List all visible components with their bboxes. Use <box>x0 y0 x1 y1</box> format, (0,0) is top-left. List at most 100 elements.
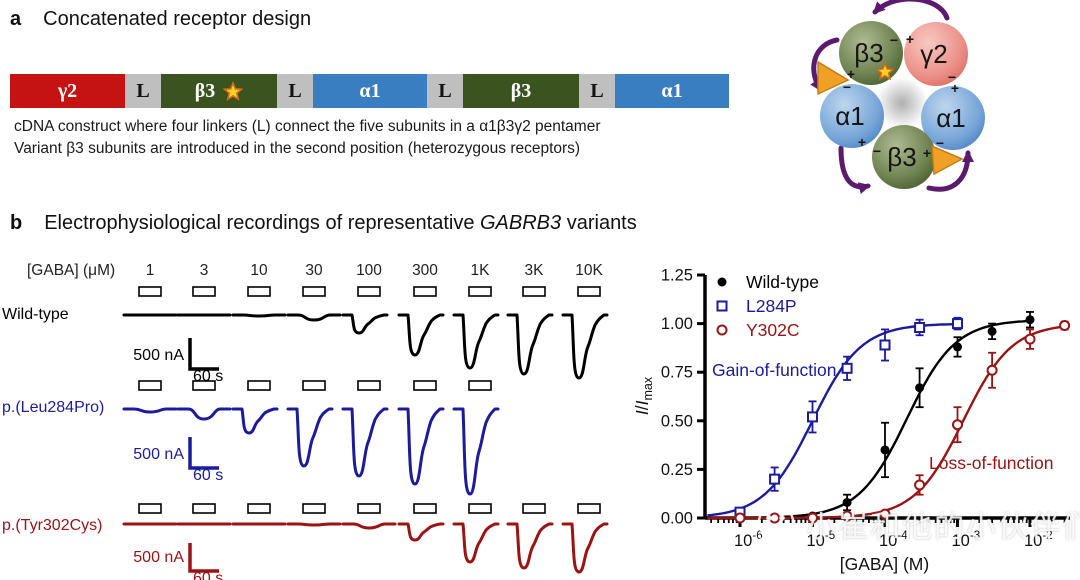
current-trace <box>561 522 609 574</box>
interface-plus-sign: + <box>951 80 959 96</box>
data-point-L284P <box>841 362 853 374</box>
data-point-Y302C <box>807 512 818 524</box>
concentration-label: 3 <box>199 262 209 279</box>
linker-arrow-icon <box>926 150 974 192</box>
pulse-box <box>468 503 492 514</box>
gaba-site-triangle-icon <box>817 60 850 96</box>
data-point-Y302C <box>879 508 891 520</box>
scale-time-label: 60 s <box>193 570 223 580</box>
interface-plus-sign: + <box>923 145 931 161</box>
linker-arrow-icon <box>810 37 840 92</box>
scalebar <box>188 543 219 573</box>
construct-segment-label: β3 <box>510 79 532 102</box>
current-trace <box>506 313 554 376</box>
scale-current-label: 500 nA <box>133 446 184 463</box>
concentration-label: 100 <box>356 262 382 279</box>
y-tick-label: 1.25 <box>661 267 693 285</box>
panel-b-header: b Electrophysiological recordings of repr… <box>10 212 637 235</box>
pulse-box <box>247 286 271 297</box>
x-tick-label: 10-3 <box>952 530 981 550</box>
scale-current-label: 500 nA <box>133 347 184 364</box>
pulse-box <box>247 380 271 391</box>
gaba-header-label: [GABA] (μM) <box>27 262 116 279</box>
pulse-box <box>138 380 162 391</box>
data-point-L284P <box>807 411 818 423</box>
pulse-box <box>413 503 437 514</box>
y-tick-label: 0.25 <box>661 461 693 479</box>
subunit-circle-α1 <box>921 86 985 150</box>
subunit-label: α1 <box>936 103 966 133</box>
scale-time-label: 60 s <box>193 467 223 484</box>
current-trace <box>341 407 389 478</box>
pentamer-diagram: β3 −+γ2+−α1−+α1+−β3− + <box>810 0 985 194</box>
construct-segment-label: L <box>288 79 302 102</box>
linker-arrow-icon <box>872 0 950 21</box>
data-point-Wild-type <box>842 497 852 507</box>
data-point-Y302C <box>1024 333 1036 345</box>
construct-segment-label: L <box>438 79 452 102</box>
dose-response-chart: 0.00 0.25 0.50 0.75 1.00 1.25 10-6 10-5 10-4 10-3… <box>632 267 1071 574</box>
scalebar <box>188 437 219 470</box>
pulse-box <box>192 380 216 391</box>
subunit-circle-γ2 <box>904 22 968 86</box>
legend-marker <box>716 300 728 312</box>
gaba-site-triangle-icon <box>931 144 964 176</box>
current-trace <box>341 522 397 530</box>
interface-plus-sign: + <box>847 66 855 82</box>
data-point-Y302C <box>1059 320 1071 332</box>
construct-segment-label: L <box>136 79 150 102</box>
loss-annotation: Loss-of-function <box>929 453 1054 473</box>
legend-marker <box>717 277 727 287</box>
construct-caption-line2: Variant β3 subunits are introduced in th… <box>14 140 581 157</box>
pulse-box <box>247 503 271 514</box>
y-tick-label: 0.00 <box>661 510 693 528</box>
data-point-Y302C <box>734 512 746 524</box>
interface-minus-sign: − <box>948 69 956 85</box>
concentration-label: 300 <box>412 262 438 279</box>
pulse-box <box>357 380 381 391</box>
current-trace <box>397 522 445 542</box>
current-trace <box>561 313 609 380</box>
interface-plus-sign: + <box>858 134 866 150</box>
current-trace <box>286 407 334 468</box>
y-tick-label: 1.00 <box>661 315 693 333</box>
current-trace <box>397 313 445 357</box>
concentration-label: 10 <box>250 262 268 279</box>
pulse-box <box>192 286 216 297</box>
current-trace <box>341 313 389 335</box>
y-axis-title: I/Imax <box>632 376 655 415</box>
series-curve-Wild-type <box>707 319 1031 520</box>
data-point-Wild-type <box>953 342 962 352</box>
construct-caption-line1: cDNA construct where four linkers (L) co… <box>14 118 601 135</box>
data-point-Wild-type <box>880 445 890 455</box>
pulse-box <box>302 503 326 514</box>
panel-b-title-suffix: variants <box>561 212 637 234</box>
pulse-box <box>413 286 437 297</box>
interface-minus-sign: − <box>873 143 881 159</box>
panel-b-title-prefix: Electrophysiological recordings of repre… <box>44 212 480 234</box>
pulse-box <box>357 503 381 514</box>
construct-segment-label: L <box>590 79 604 102</box>
interface-plus-sign: + <box>906 31 914 47</box>
current-trace <box>176 407 232 421</box>
current-trace <box>231 313 287 318</box>
subunit-circle-β3 <box>872 125 936 189</box>
concentration-label: 3K <box>524 262 544 279</box>
concentration-label: 10K <box>575 262 603 279</box>
y-tick-label: 0.50 <box>661 412 693 430</box>
concentration-label: 30 <box>305 262 323 279</box>
current-trace <box>286 522 342 527</box>
data-point-Y302C <box>914 479 926 491</box>
pulse-box <box>302 380 326 391</box>
data-point-L284P <box>879 339 891 351</box>
data-point-L284P <box>952 318 963 330</box>
current-trace <box>122 407 178 414</box>
scalebar <box>188 338 219 371</box>
trace-row-label: Wild-type <box>2 306 69 323</box>
construct-segment: α1 <box>615 74 729 108</box>
y-tick-label: 0.75 <box>661 364 693 382</box>
variant-star-icon <box>875 61 895 81</box>
legend-marker <box>716 324 728 336</box>
